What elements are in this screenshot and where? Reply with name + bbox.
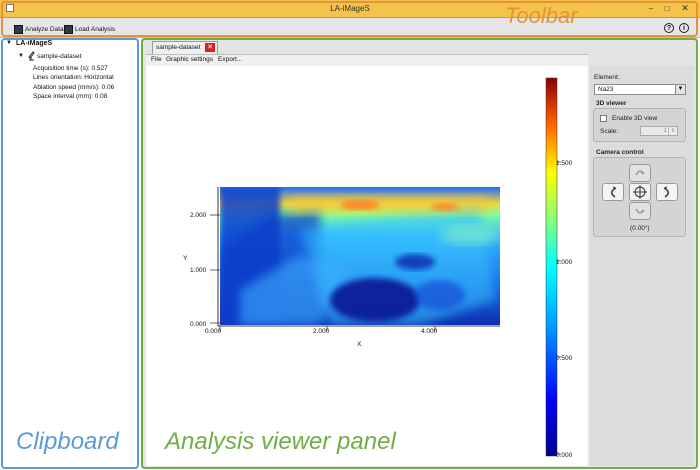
- y-tick-label: 2.000: [190, 212, 207, 219]
- viewer-menubar: [146, 54, 588, 66]
- y-axis-label: Y: [183, 255, 188, 262]
- colorbar-tick-label: 1.500: [556, 160, 573, 167]
- colorbar-tick-label: 1.000: [556, 259, 573, 266]
- analyze-data-button[interactable]: Analyze Data: [14, 23, 64, 36]
- x-tick-label: 4.000: [421, 328, 438, 335]
- clipboard-caption: Clipboard: [16, 428, 119, 455]
- tab-close-icon[interactable]: ✕: [205, 43, 215, 52]
- enable3d-checkbox[interactable]: [600, 115, 607, 122]
- rotate-right-icon[interactable]: [656, 183, 678, 201]
- y-tick-label: 1.000: [190, 267, 207, 274]
- load-analysis-icon: [64, 25, 73, 34]
- analysis-caption: Analysis viewer panel: [165, 428, 396, 455]
- load-analysis-button[interactable]: Load Analysis: [64, 23, 115, 36]
- heatmap-image: [220, 187, 500, 325]
- x-tick-label: 0.000: [205, 328, 222, 335]
- menu-graphic-settings[interactable]: Graphic settings: [166, 56, 213, 63]
- info-icon[interactable]: i: [679, 23, 689, 33]
- element-select-value: Na23: [598, 86, 614, 93]
- minimize-icon[interactable]: –: [648, 4, 654, 13]
- load-analysis-label: Load Analysis: [75, 26, 116, 33]
- analyze-data-icon: [14, 25, 23, 34]
- menu-file[interactable]: File: [151, 56, 162, 63]
- menu-export[interactable]: Export...: [218, 56, 243, 63]
- scale-label: Scale:: [600, 128, 619, 135]
- help-icon[interactable]: ?: [664, 23, 674, 33]
- colorbar-tick-label: 0.000: [556, 452, 573, 459]
- tree-prop-acquisition-time: Acquisition time (s): 0.527: [33, 65, 108, 72]
- close-icon[interactable]: ✕: [681, 3, 689, 13]
- tree-dataset-expand-icon[interactable]: ▼: [18, 53, 24, 59]
- toolbar-caption: Toolbar: [505, 3, 578, 28]
- colorbar: [545, 77, 558, 457]
- scale-value: 1: [663, 128, 667, 134]
- scale-spinner[interactable]: 1 ⇕: [640, 126, 678, 136]
- x-tick-label: 2.000: [313, 328, 330, 335]
- tab-sample-dataset[interactable]: sample-dataset: [152, 41, 218, 54]
- tree-item-dataset[interactable]: sample-dataset: [37, 53, 82, 60]
- chevron-down-icon[interactable]: ▼: [675, 85, 685, 94]
- rotate-down-icon[interactable]: [629, 202, 651, 220]
- enable3d-label: Enable 3D view: [612, 115, 658, 122]
- tree-root[interactable]: LA-iMageS: [16, 40, 53, 47]
- tree-prop-ablation-speed: Ablation speed (mm/s): 0.06: [33, 84, 115, 91]
- app-icon: [6, 4, 14, 12]
- camera-angle-value: (0.00°): [630, 225, 650, 232]
- viewer3d-group: [593, 108, 686, 142]
- tree-prop-lines-orientation: Lines orientation: Horizontal: [33, 74, 114, 81]
- analyze-data-label: Analyze Data: [25, 26, 64, 33]
- microscope-icon: [27, 51, 35, 61]
- title-bar: [0, 0, 700, 18]
- colorbar-tick-label: 0.500: [556, 355, 573, 362]
- spinner-arrows-icon[interactable]: ⇕: [668, 127, 677, 135]
- rotate-up-icon[interactable]: [629, 164, 651, 182]
- viewer3d-title: 3D viewer: [596, 100, 627, 107]
- tab-label: sample-dataset: [156, 44, 201, 51]
- window-title: LA-iMageS: [330, 4, 370, 13]
- toolbar: [0, 18, 700, 38]
- maximize-icon[interactable]: □: [664, 4, 670, 13]
- camera-center-icon[interactable]: [629, 183, 651, 201]
- x-axis-label: X: [357, 341, 362, 348]
- y-tick-label: 0.000: [190, 321, 207, 328]
- camera-control-title: Camera control: [596, 149, 644, 156]
- element-label: Element:: [594, 74, 620, 81]
- tree-prop-space-interval: Space interval (mm): 0.08: [33, 93, 108, 100]
- element-select[interactable]: Na23 ▼: [594, 84, 686, 95]
- clipboard-panel: [1, 38, 139, 468]
- tree-expand-icon[interactable]: ▼: [6, 40, 12, 46]
- rotate-left-icon[interactable]: [602, 183, 624, 201]
